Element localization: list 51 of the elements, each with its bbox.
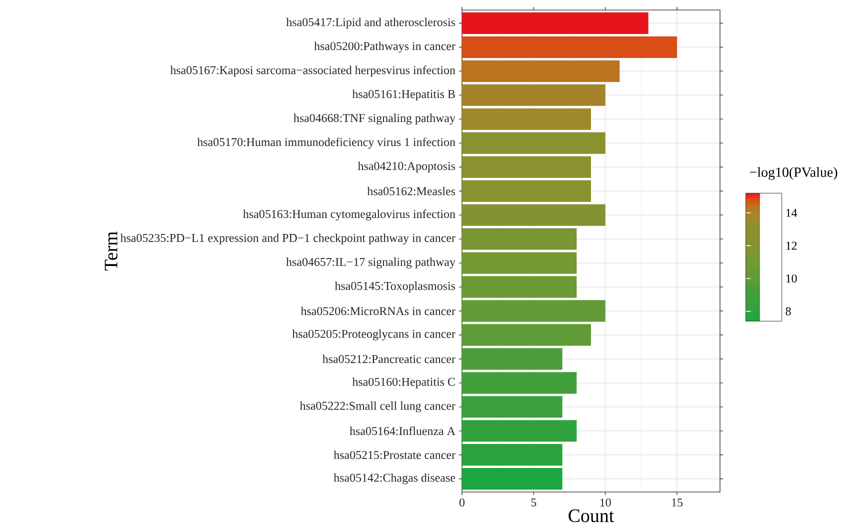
color-bar-label: 14 xyxy=(786,208,798,217)
x-tick-label: 15 xyxy=(672,498,683,507)
x-tick-label: 0 xyxy=(459,498,465,507)
y-tick-label: hsa05212:Pancreatic cancer xyxy=(322,354,456,364)
y-tick-label: hsa05200:Pathways in cancer xyxy=(314,42,456,53)
bar xyxy=(462,60,620,82)
bar xyxy=(462,324,591,346)
color-bar-title: −log10(PValue) xyxy=(750,167,838,180)
y-tick-label: hsa04668:TNF signaling pathway xyxy=(294,114,456,125)
bar xyxy=(462,420,577,442)
y-tick-label: hsa04210:Apoptosis xyxy=(358,162,456,172)
bar xyxy=(462,36,677,58)
bar xyxy=(462,372,577,394)
bar xyxy=(462,180,591,202)
x-axis-title: Count xyxy=(568,509,614,522)
y-tick-label: hsa05215:Prostate cancer xyxy=(334,450,456,460)
x-tick-label: 5 xyxy=(531,498,536,506)
color-bar-label: 10 xyxy=(786,274,797,283)
y-tick-label: hsa05163:Human cytomegalovirus infection xyxy=(243,210,456,221)
bar xyxy=(462,348,562,370)
color-bar-label: 12 xyxy=(786,242,797,250)
bar xyxy=(462,300,606,322)
y-axis-title: Term xyxy=(104,231,118,270)
y-tick-label: hsa05161:Hepatitis B xyxy=(352,90,455,101)
x-tick-label: 10 xyxy=(600,498,611,507)
y-tick-label: hsa05162:Measles xyxy=(367,186,456,196)
bar xyxy=(462,444,562,466)
y-tick-label: hsa05222:Small cell lung cancer xyxy=(300,401,456,412)
y-tick-label: hsa05164:Influenza A xyxy=(350,426,456,436)
y-tick-label: hsa05142:Chagas disease xyxy=(334,473,456,484)
bar xyxy=(462,156,591,178)
y-tick-label: hsa05205:Proteoglycans in cancer xyxy=(292,329,456,340)
bar xyxy=(462,132,606,154)
y-tick-label: hsa05206:MicroRNAs in cancer xyxy=(300,306,456,316)
y-tick-label: hsa05417:Lipid and atherosclerosis xyxy=(286,18,456,29)
y-tick-label: hsa05235:PD−L1 expression and PD−1 checkpoint pathway in cancer xyxy=(120,234,456,244)
y-tick-label: hsa04657:IL−17 signaling pathway xyxy=(286,258,456,268)
bar xyxy=(462,252,577,274)
bar xyxy=(462,228,577,250)
bar xyxy=(462,468,562,490)
color-bar-label: 8 xyxy=(786,307,791,316)
bar xyxy=(462,108,591,130)
bar xyxy=(462,84,606,106)
bar xyxy=(462,204,606,226)
y-tick-label: hsa05167:Kaposi sarcoma−associated herpesvirus infection xyxy=(170,66,456,77)
y-tick-label: hsa05160:Hepatitis C xyxy=(352,377,455,388)
y-tick-label: hsa05145:Toxoplasmosis xyxy=(334,282,456,292)
bar xyxy=(462,276,577,298)
y-tick-label: hsa05170:Human immunodeficiency virus 1 infection xyxy=(197,138,456,149)
bar xyxy=(462,12,648,34)
bar xyxy=(462,396,562,418)
